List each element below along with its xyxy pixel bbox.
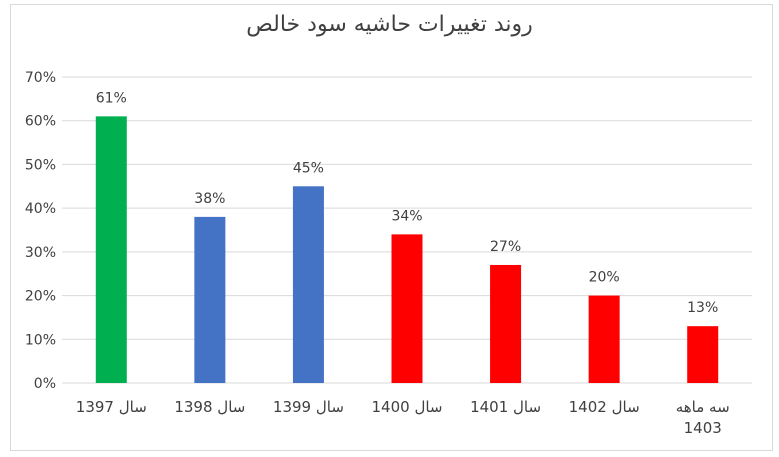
bar <box>95 116 127 383</box>
data-label: 27% <box>490 239 521 255</box>
data-label: 61% <box>96 90 127 106</box>
y-tick-label: 40% <box>25 201 56 217</box>
data-label: 34% <box>391 208 422 224</box>
bars <box>95 116 719 383</box>
x-tick-label: سه ماهه 1403 <box>676 398 730 437</box>
data-label: 38% <box>194 191 225 207</box>
bar <box>292 186 324 383</box>
x-tick-label: سال 1397 <box>76 398 147 416</box>
x-tick-label: سال 1399 <box>273 398 344 416</box>
bar <box>588 295 620 383</box>
y-tick-label: 10% <box>25 332 56 348</box>
y-axis-ticks: 0% 10% 20% 30% 40% 50% 60% 70% <box>25 70 56 392</box>
bar <box>490 264 522 383</box>
x-tick-label: سال 1398 <box>174 398 245 416</box>
x-tick-label: سال 1402 <box>569 398 640 416</box>
y-tick-label: 20% <box>25 289 56 305</box>
x-axis-ticks: سال 1397 سال 1398 سال 1399 سال 1400 سال 1401… <box>76 398 730 437</box>
data-label: 45% <box>293 160 324 176</box>
bar <box>687 326 719 383</box>
data-label: 13% <box>687 300 718 316</box>
data-labels: 61% 38% 45% 34% 27% 20% 13% <box>96 90 719 316</box>
y-tick-label: 70% <box>25 70 56 86</box>
y-tick-label: 30% <box>25 245 56 261</box>
x-tick-label: سال 1400 <box>372 398 443 416</box>
bar <box>391 234 423 383</box>
x-tick-label: سال 1401 <box>470 398 541 416</box>
y-tick-label: 0% <box>34 376 56 392</box>
bar <box>194 216 226 383</box>
y-tick-label: 50% <box>25 157 56 173</box>
data-label: 20% <box>589 270 620 286</box>
y-tick-label: 60% <box>25 114 56 130</box>
chart-title: روند تغییرات حاشیه سود خالص <box>246 12 533 37</box>
